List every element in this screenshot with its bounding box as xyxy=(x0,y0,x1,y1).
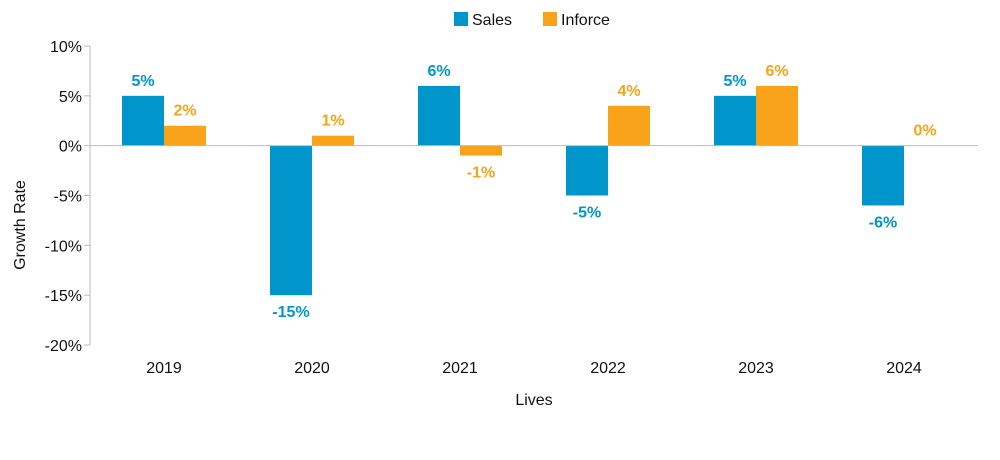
bar-sales xyxy=(418,85,460,146)
bar-sales xyxy=(862,145,904,206)
data-label-sales: -15% xyxy=(272,304,309,321)
data-label-inforce: 2% xyxy=(173,103,196,120)
y-tick-label: 10% xyxy=(50,39,82,56)
data-label-sales: -5% xyxy=(573,205,601,222)
data-label-inforce: -1% xyxy=(467,165,495,182)
data-label-inforce: 1% xyxy=(321,113,344,130)
y-tick-label: -5% xyxy=(54,189,82,206)
x-tick-label: 2022 xyxy=(590,360,626,377)
data-label-sales: 5% xyxy=(723,73,746,90)
data-label-inforce: 0% xyxy=(913,123,936,140)
bars xyxy=(122,85,904,296)
bar-sales xyxy=(122,95,164,146)
x-tick-label: 2019 xyxy=(146,360,182,377)
x-tick-label: 2023 xyxy=(738,360,774,377)
x-tick-label: 2021 xyxy=(442,360,478,377)
legend-swatch-sales xyxy=(454,12,468,26)
legend-label-sales: Sales xyxy=(472,12,512,29)
data-labels: 5% -15% 6% -5% 5% -6% 2% 1% -1% 4% 6% 0% xyxy=(131,63,936,321)
legend: Sales Inforce xyxy=(454,12,610,29)
y-tick-label: -15% xyxy=(45,288,82,305)
data-label-sales: 5% xyxy=(131,73,154,90)
bar-inforce xyxy=(756,85,798,146)
bar-sales xyxy=(714,95,756,146)
legend-swatch-inforce xyxy=(543,12,557,26)
bar-inforce xyxy=(312,135,354,146)
y-tick-label: -10% xyxy=(45,238,82,255)
x-axis: 2019 2020 2021 2022 2023 2024 xyxy=(90,145,978,377)
data-label-sales: -6% xyxy=(869,214,897,231)
bar-inforce xyxy=(608,105,650,146)
data-label-sales: 6% xyxy=(427,63,450,80)
y-axis-title: Growth Rate xyxy=(12,180,29,270)
x-tick-label: 2020 xyxy=(294,360,330,377)
bar-sales xyxy=(270,145,312,296)
data-label-inforce: 6% xyxy=(765,63,788,80)
y-tick-label: 5% xyxy=(59,89,82,106)
bar-inforce xyxy=(460,145,502,156)
bar-inforce xyxy=(164,125,206,146)
y-axis: 10% 5% 0% -5% -10% -15% -20% xyxy=(45,39,91,355)
y-tick-label: 0% xyxy=(59,139,82,156)
bar-sales xyxy=(566,145,608,196)
x-axis-title: Lives xyxy=(515,392,552,409)
y-tick-label: -20% xyxy=(45,338,82,355)
x-tick-label: 2024 xyxy=(886,360,922,377)
legend-label-inforce: Inforce xyxy=(561,12,610,29)
data-label-inforce: 4% xyxy=(617,83,640,100)
